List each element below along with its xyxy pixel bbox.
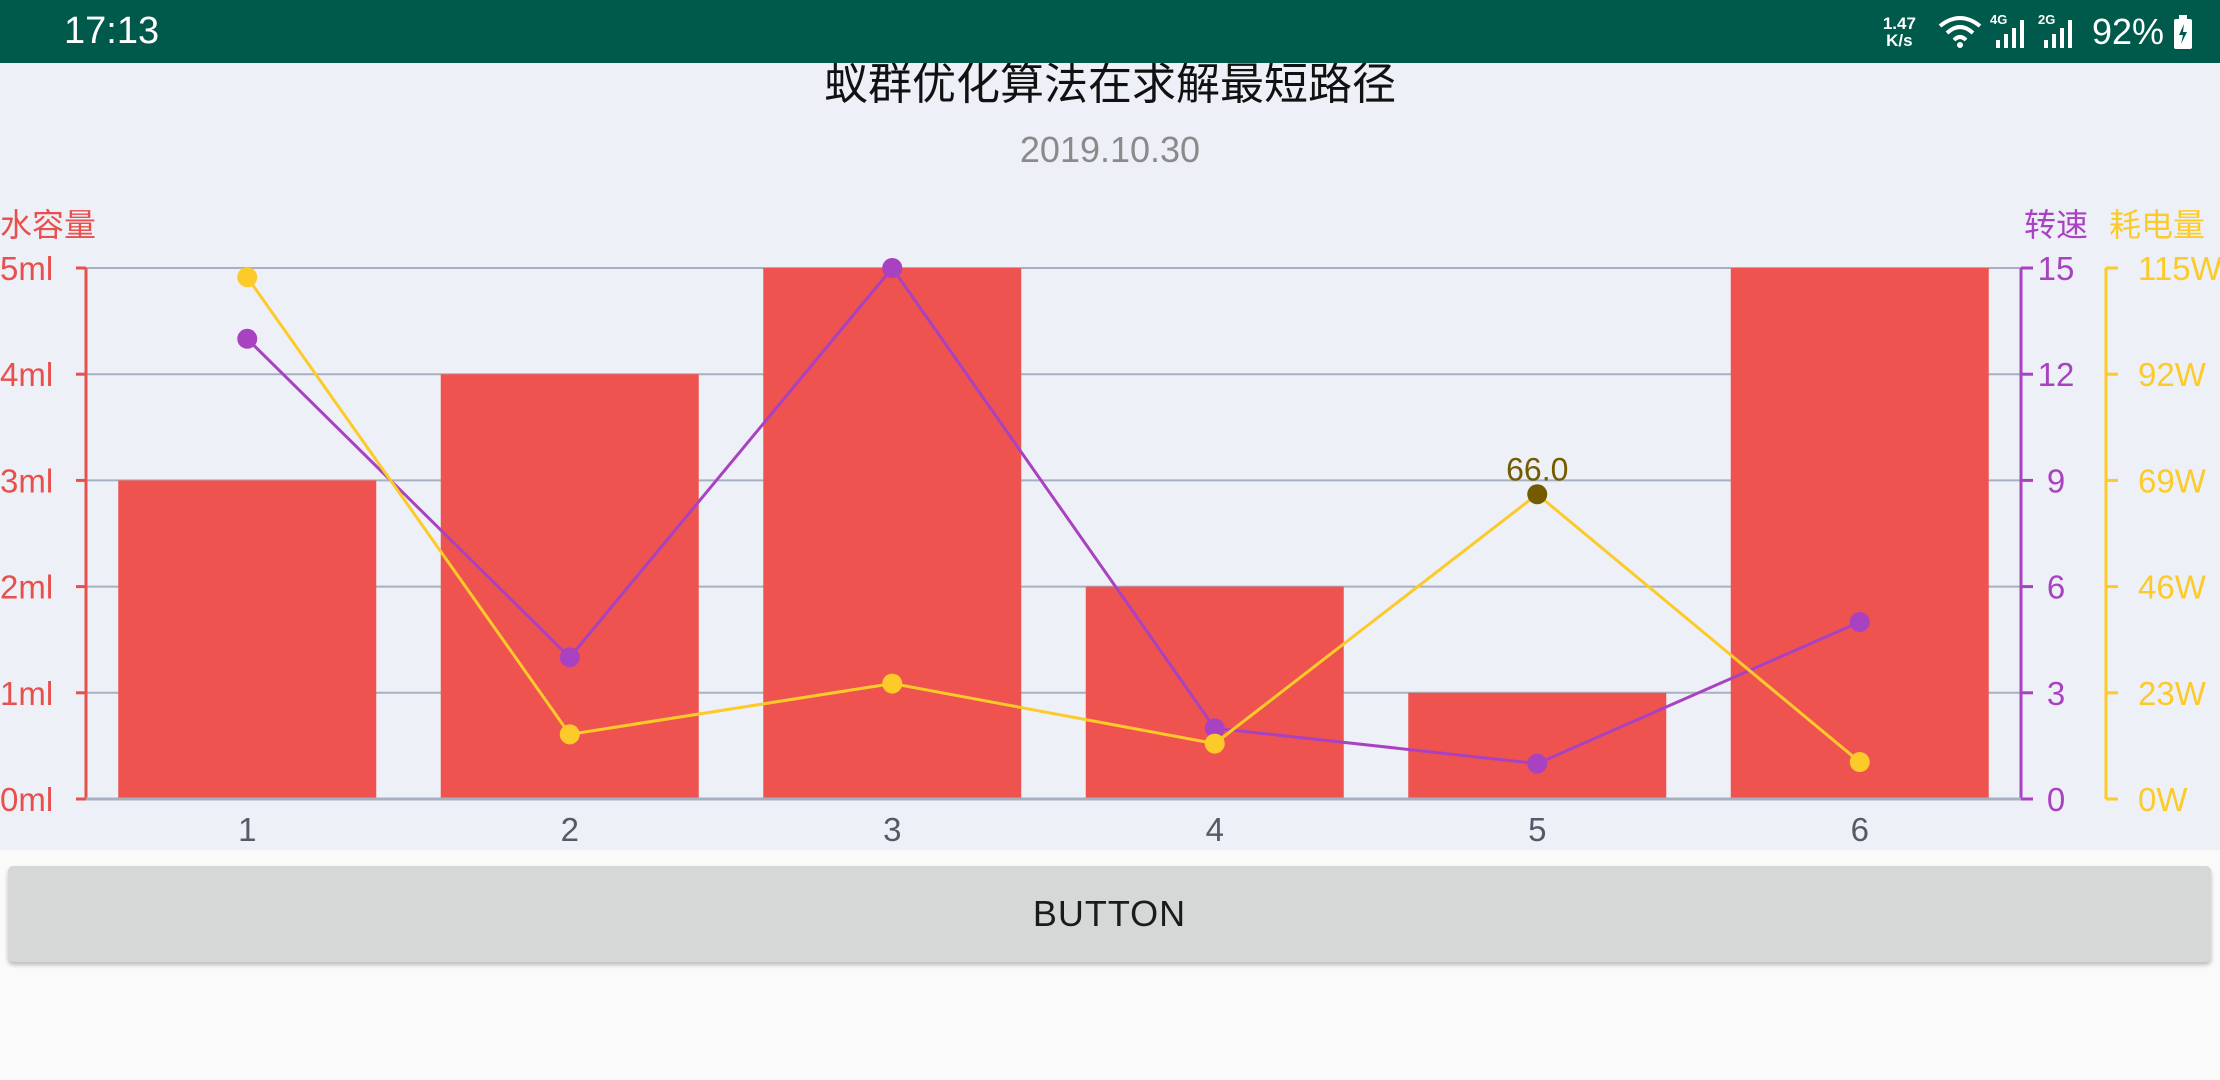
line-point [1527,753,1548,774]
combo-chart: 蚁群优化算法在求解最短路径 2019.10.30 水容量 转速 耗电量 0ml 1ml 2ml… [0,63,2220,848]
network-speed-value: 1.47 [1882,14,1916,33]
x-axis-tick-label: 6 [1851,811,1869,848]
right-axis-2-tick-label: 23W [2138,675,2207,712]
left-axis-tick-label: 2ml [0,569,53,606]
status-icons: 1.47 K/s 4G 2G [1883,8,2202,56]
line-point [1204,733,1225,754]
chart-subtitle: 2019.10.30 [1020,129,1200,170]
signal-icon: 4G [1990,12,2030,52]
line-series [246,276,1861,764]
right-axis-2-tick-label: 0W [2138,781,2188,818]
right-axis-2-tick-label: 92W [2138,356,2207,393]
left-axis-tick-label: 1ml [0,675,53,712]
bar [1730,268,1989,799]
x-axis-tick-label: 2 [561,811,579,848]
bar [763,268,1022,799]
line-point [1849,612,1870,632]
line-point [237,328,258,349]
bar [118,480,377,799]
left-axis-tick-label: 3ml [0,462,53,499]
right-axis-1-title: 转速 [2024,207,2088,243]
network-speed-unit: K/s [1886,31,1913,50]
right-axis-1-tick-label: 0 [2047,781,2065,818]
signal-icon: 2G [2038,12,2078,52]
x-axis-tick-label: 5 [1528,811,1546,848]
line-point [882,673,903,694]
bar [1408,692,1667,799]
battery-charging-icon [2172,14,2194,50]
right-axis-1-tick-label: 3 [2047,675,2065,712]
right-axis-1-tick-label: 9 [2047,462,2065,499]
left-axis-tick-label: 4ml [0,356,53,393]
action-button[interactable]: BUTTON [8,866,2211,962]
line-point [1849,752,1870,773]
chart-area: 蚁群优化算法在求解最短路径 2019.10.30 水容量 转速 耗电量 0ml 1ml 2ml… [0,63,2220,850]
x-axis-tick-label: 1 [238,811,256,848]
status-bar: 17:13 1.47 K/s 4G 2G [0,0,2220,63]
right-axis-2-title: 耗电量 [2109,207,2205,243]
x-axis-tick-label: 4 [1206,811,1224,848]
chart-title: 蚁群优化算法在求解最短路径 [824,63,1396,109]
right-axis-1-tick-label: 15 [2038,250,2075,287]
signal-2-label: 2G [2038,12,2055,27]
line-point [559,647,580,668]
highlight-value-label: 66.0 [1506,451,1568,487]
network-speed: 1.47 K/s [1883,15,1916,49]
right-axis-1-tick-label: 12 [2038,356,2075,393]
line-point [237,267,258,288]
signal-1-label: 4G [1990,12,2007,27]
right-axis-1-tick-label: 6 [2047,569,2065,606]
left-axis-tick-label: 5ml [0,250,53,287]
wifi-icon [1938,14,1982,50]
left-axis-tick-label: 0ml [0,781,53,818]
line-point [1204,718,1225,739]
line-point [882,258,903,278]
right-axis-2-tick-label: 69W [2138,462,2207,499]
status-time: 17:13 [64,10,160,52]
left-axis-title: 水容量 [0,207,96,243]
line-point [1527,484,1548,505]
right-axis-2-tick-label: 46W [2138,569,2207,606]
right-axis-2-tick-label: 115W [2138,250,2220,287]
x-axis-tick-label: 3 [883,811,901,848]
line-point [559,724,580,745]
line-series [246,265,1861,766]
bar [1085,586,1344,799]
battery-percent: 92% [2091,11,2164,52]
